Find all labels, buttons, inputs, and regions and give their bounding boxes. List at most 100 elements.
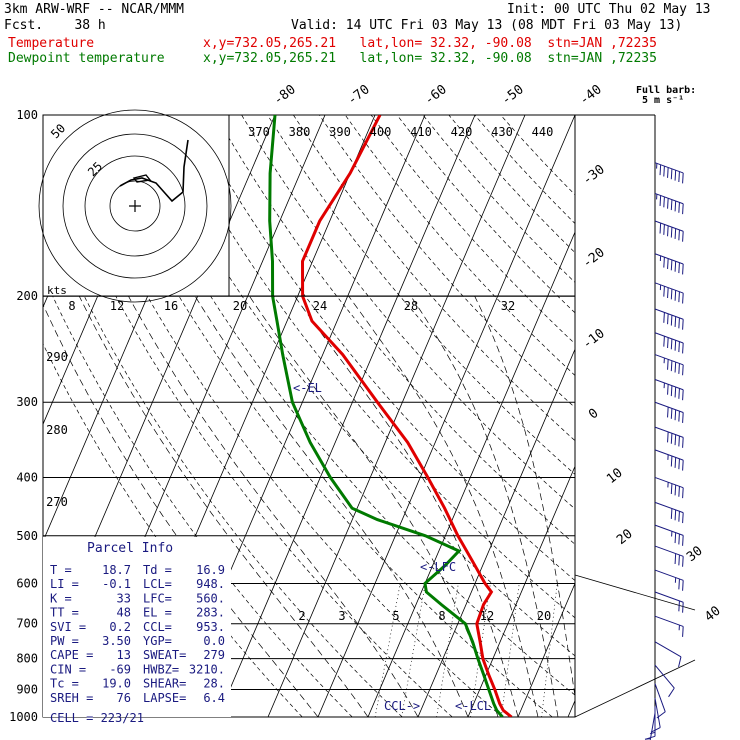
barb-staff	[654, 501, 684, 514]
barb-flag	[678, 511, 680, 522]
barb-flag	[663, 312, 665, 323]
barb-note-1: Full barb:	[636, 85, 696, 96]
isotherm-label: -20	[580, 245, 608, 271]
barb-flag	[667, 406, 669, 418]
dry-adiabat	[59, 115, 503, 717]
isotherm-label: -50	[499, 82, 527, 108]
pressure-tick-label: 400	[16, 470, 38, 484]
valid-time: Valid: 14 UTC Fri 03 May 13 (08 MDT Fri …	[291, 18, 683, 33]
barb-staff	[654, 379, 684, 391]
barb-flag	[674, 261, 677, 272]
parcel-value: 0.2	[109, 620, 131, 634]
theta-label: 410	[410, 125, 432, 139]
barb-flag	[650, 727, 661, 733]
barb-staff	[649, 712, 656, 740]
parcel-label: SHEAR=	[143, 677, 186, 691]
isotherm-line	[317, 115, 575, 717]
forecast-label: Fcst. 38 h	[4, 19, 106, 33]
parcel-label: LFC=	[143, 591, 172, 605]
mixing-ratio-line	[541, 583, 558, 717]
isotherm-label: -60	[422, 82, 450, 108]
barb-flag	[667, 431, 669, 443]
dry-adiabat	[189, 115, 575, 581]
barb-flag	[678, 171, 680, 183]
barb-flag	[668, 687, 675, 698]
barb-staff	[654, 449, 684, 461]
parcel-label: TT =	[50, 606, 79, 620]
wind-barb	[654, 253, 684, 275]
barb-flag	[670, 433, 673, 444]
wind-barb	[654, 683, 666, 719]
hodograph-ring	[109, 180, 161, 232]
theta-side-label: 280	[46, 423, 68, 437]
barb-flag	[682, 626, 684, 637]
parcel-value: 6.4	[203, 691, 225, 705]
barb-staff	[654, 332, 684, 344]
temperature-profile	[300, 115, 513, 717]
pressure-tick-label: 800	[16, 652, 38, 666]
hodograph-ring	[84, 155, 186, 257]
parcel-info-box: Parcel Info T = 18.7 Td = 16.9 LI = -0.1 LCL= 94…	[43, 537, 231, 725]
dew-latlon: lat,lon= 32.32, -90.08	[359, 51, 532, 66]
barb-flag	[667, 225, 669, 237]
isotherm-label: -40	[577, 82, 605, 108]
barb-flag	[674, 170, 677, 181]
theta-label: 440	[532, 125, 554, 139]
barb-staff	[654, 524, 684, 536]
barb-flag	[674, 532, 677, 544]
barb-staff	[654, 683, 666, 712]
barb-flag	[678, 229, 680, 241]
dry-adiabat	[215, 115, 575, 545]
parcel-label: SREH =	[50, 691, 93, 705]
barb-staff	[654, 354, 684, 366]
wind-barb	[654, 569, 684, 591]
wind-barb	[654, 401, 684, 423]
isotherm-line	[367, 231, 575, 717]
dry-adiabat	[43, 274, 353, 717]
dry-adiabat	[85, 115, 553, 717]
parcel-value: 953.	[196, 620, 225, 634]
pressure-tick-label: 500	[16, 529, 38, 543]
barb-flag	[667, 287, 669, 299]
barb-flag	[682, 172, 684, 184]
barb-flag	[670, 408, 673, 419]
barb-flag	[682, 319, 684, 330]
isotherm-extension	[574, 659, 696, 718]
parcel-label: CAPE =	[50, 648, 93, 662]
parcel-value: 13	[117, 648, 131, 662]
barb-flag	[663, 257, 665, 268]
parcel-value: 16.9	[196, 563, 225, 577]
plot-frame	[42, 114, 576, 718]
theta-label: 380	[289, 125, 311, 139]
parcel-value: 3210.	[189, 662, 225, 676]
pressure-tick-label: 200	[16, 289, 38, 303]
dry-adiabat	[474, 115, 575, 224]
wind-barb	[654, 332, 684, 354]
dry-adiabat	[370, 115, 575, 345]
pressure-tick-label: 600	[16, 576, 38, 590]
isotherm-label: 0	[586, 406, 601, 423]
barb-flag	[674, 228, 677, 239]
barb-flag	[667, 359, 669, 370]
mixing-ratio-label: 8	[438, 609, 445, 623]
theta-label: 370	[248, 125, 270, 139]
level-annotation: CCL->	[384, 699, 420, 713]
parcel-value: 560.	[196, 591, 225, 605]
level-annotation: <-LCL	[455, 699, 491, 713]
moist-adiabat	[194, 296, 469, 717]
parcel-box-bg	[43, 537, 231, 717]
barb-flag	[682, 602, 684, 613]
barb-flag	[674, 484, 677, 496]
parcel-value: 0.0	[203, 634, 225, 648]
barb-flag	[674, 457, 677, 468]
barb-flag	[670, 259, 673, 271]
pressure-tick-label: 300	[16, 395, 38, 409]
speed-axis-label: 8	[68, 299, 75, 313]
barb-flag	[678, 388, 680, 399]
mixing-ratio-line	[470, 583, 491, 717]
isotherm-label: -80	[271, 82, 299, 108]
parcel-value: 19.0	[102, 677, 131, 691]
dry-adiabat	[241, 115, 575, 510]
wind-barb	[654, 615, 684, 637]
